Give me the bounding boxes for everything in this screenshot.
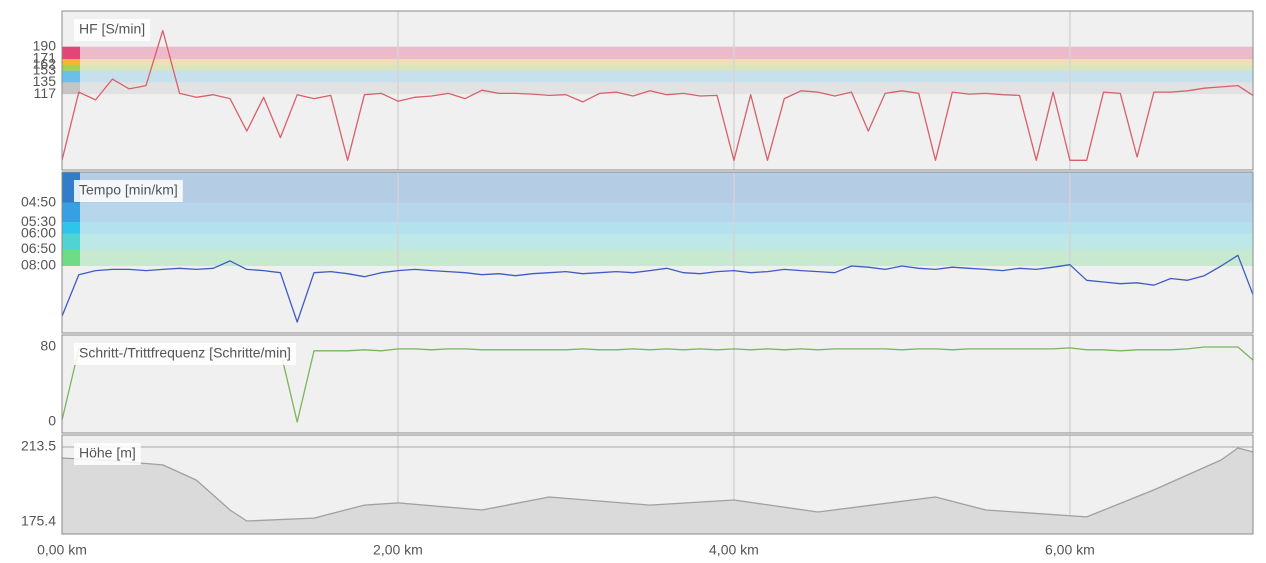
y-tick-label: 135 [33,73,57,89]
zone-swatch [62,202,80,223]
zone-swatch [62,59,80,65]
zone-band [62,249,1253,266]
x-tick-label: 0,00 km [37,542,87,558]
zone-band [62,70,1253,83]
y-tick-label: 213.5 [21,438,56,454]
y-tick-label: 04:50 [21,194,56,210]
zone-band [62,59,1253,65]
zone-band [62,172,1253,203]
zone-band [62,233,1253,250]
zone-band [62,222,1253,234]
y-tick-label: 117 [34,85,57,101]
zone-band [62,82,1253,95]
data-line [61,29,1254,161]
y-tick-label: 162 [33,56,57,72]
y-tick-label: 05:30 [21,213,56,229]
title-box [74,443,141,465]
y-tick-label: 190 [33,37,57,53]
panel-border [61,434,1254,535]
panel-border [61,171,1254,334]
panel-title: Schritt-/Trittfrequenz [Schritte/min] [79,345,291,361]
y-tick-label: 171 [33,50,57,66]
panel-title: HF [S/min] [79,21,145,37]
panel-background [62,172,1253,333]
panel-title: Tempo [min/km] [79,182,178,198]
title-box [74,19,151,41]
panel-background [62,11,1253,170]
panel-title: Höhe [m] [79,445,136,461]
zone-band [62,46,1253,60]
y-tick-label: 175.4 [21,513,56,529]
data-line [61,447,1254,522]
y-tick-label: 06:00 [21,225,56,241]
y-tick-label: 08:00 [21,257,56,273]
zone-band [62,202,1253,223]
zone-swatch [62,233,80,250]
data-line [61,254,1254,323]
y-tick-label: 06:50 [21,240,56,256]
y-tick-label: 80 [40,338,56,354]
zone-swatch [62,64,80,71]
panel-border [61,334,1254,434]
zone-swatch [62,222,80,234]
title-box [74,343,296,365]
panel-border [61,10,1254,171]
title-box [74,180,183,202]
zone-band [62,64,1253,71]
y-tick-label: 153 [33,61,57,77]
x-tick-label: 4,00 km [709,542,759,558]
zone-swatch [62,46,80,60]
x-tick-label: 6,00 km [1045,542,1095,558]
zone-swatch [62,249,80,266]
x-tick-label: 2,00 km [373,542,423,558]
zone-swatch [62,82,80,95]
area-fill [62,448,1253,534]
zone-swatch [62,70,80,83]
y-tick-label: 0 [48,413,56,429]
